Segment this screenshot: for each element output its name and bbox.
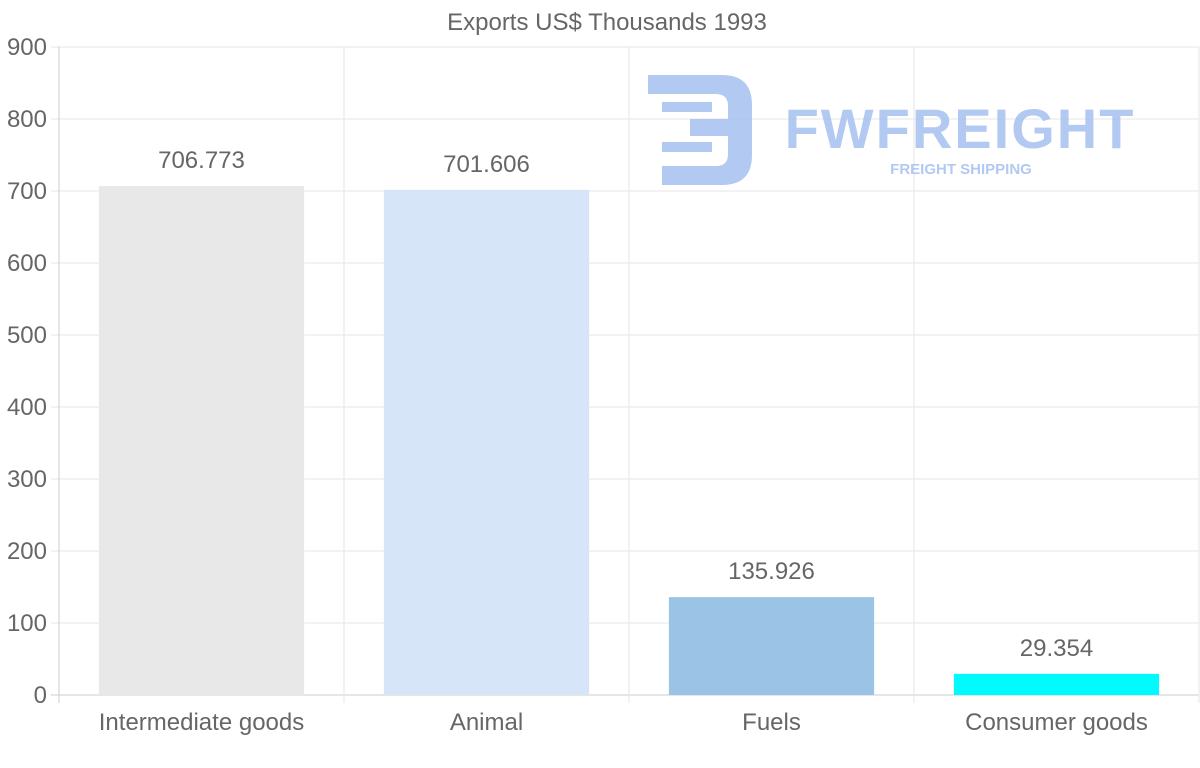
bar-fuels — [668, 597, 875, 695]
fwfreight-logo-icon — [648, 75, 752, 185]
y-tick-label: 800 — [7, 106, 47, 133]
y-tick-label: 300 — [7, 466, 47, 493]
watermark-tagline: FREIGHT SHIPPING — [890, 161, 1032, 178]
watermark-brand: FWFREIGHT — [785, 97, 1136, 160]
bar-value-label: 706.773 — [158, 147, 245, 174]
bars-layer — [98, 186, 1160, 695]
watermark-logo: FWFREIGHT FREIGHT SHIPPING — [648, 75, 1136, 185]
x-tick-label: Animal — [450, 709, 523, 736]
y-tick-label: 200 — [7, 538, 47, 565]
bar-value-label: 29.354 — [1020, 635, 1093, 662]
y-tick-label: 0 — [34, 682, 47, 709]
bar-intermediate-goods — [98, 186, 305, 695]
labels-layer: 706.773 701.606 135.926 29.354 — [158, 147, 1093, 662]
x-tick-label: Fuels — [742, 709, 801, 736]
y-tick-label: 100 — [7, 610, 47, 637]
bar-animal — [383, 189, 590, 695]
x-tick-label: Consumer goods — [965, 709, 1148, 736]
axis-layer: 0 100 200 300 400 500 600 700 800 900 Intermediate… — [7, 34, 1148, 736]
bar-value-label: 135.926 — [728, 558, 815, 585]
chart-title: Exports US$ Thousands 1993 — [447, 9, 767, 36]
y-tick-label: 600 — [7, 250, 47, 277]
y-tick-label: 700 — [7, 178, 47, 205]
bar-value-label: 701.606 — [443, 151, 530, 178]
y-tick-label: 900 — [7, 34, 47, 61]
y-tick-label: 400 — [7, 394, 47, 421]
y-tick-label: 500 — [7, 322, 47, 349]
x-tick-label: Intermediate goods — [99, 709, 304, 736]
bar-consumer-goods — [953, 673, 1160, 695]
